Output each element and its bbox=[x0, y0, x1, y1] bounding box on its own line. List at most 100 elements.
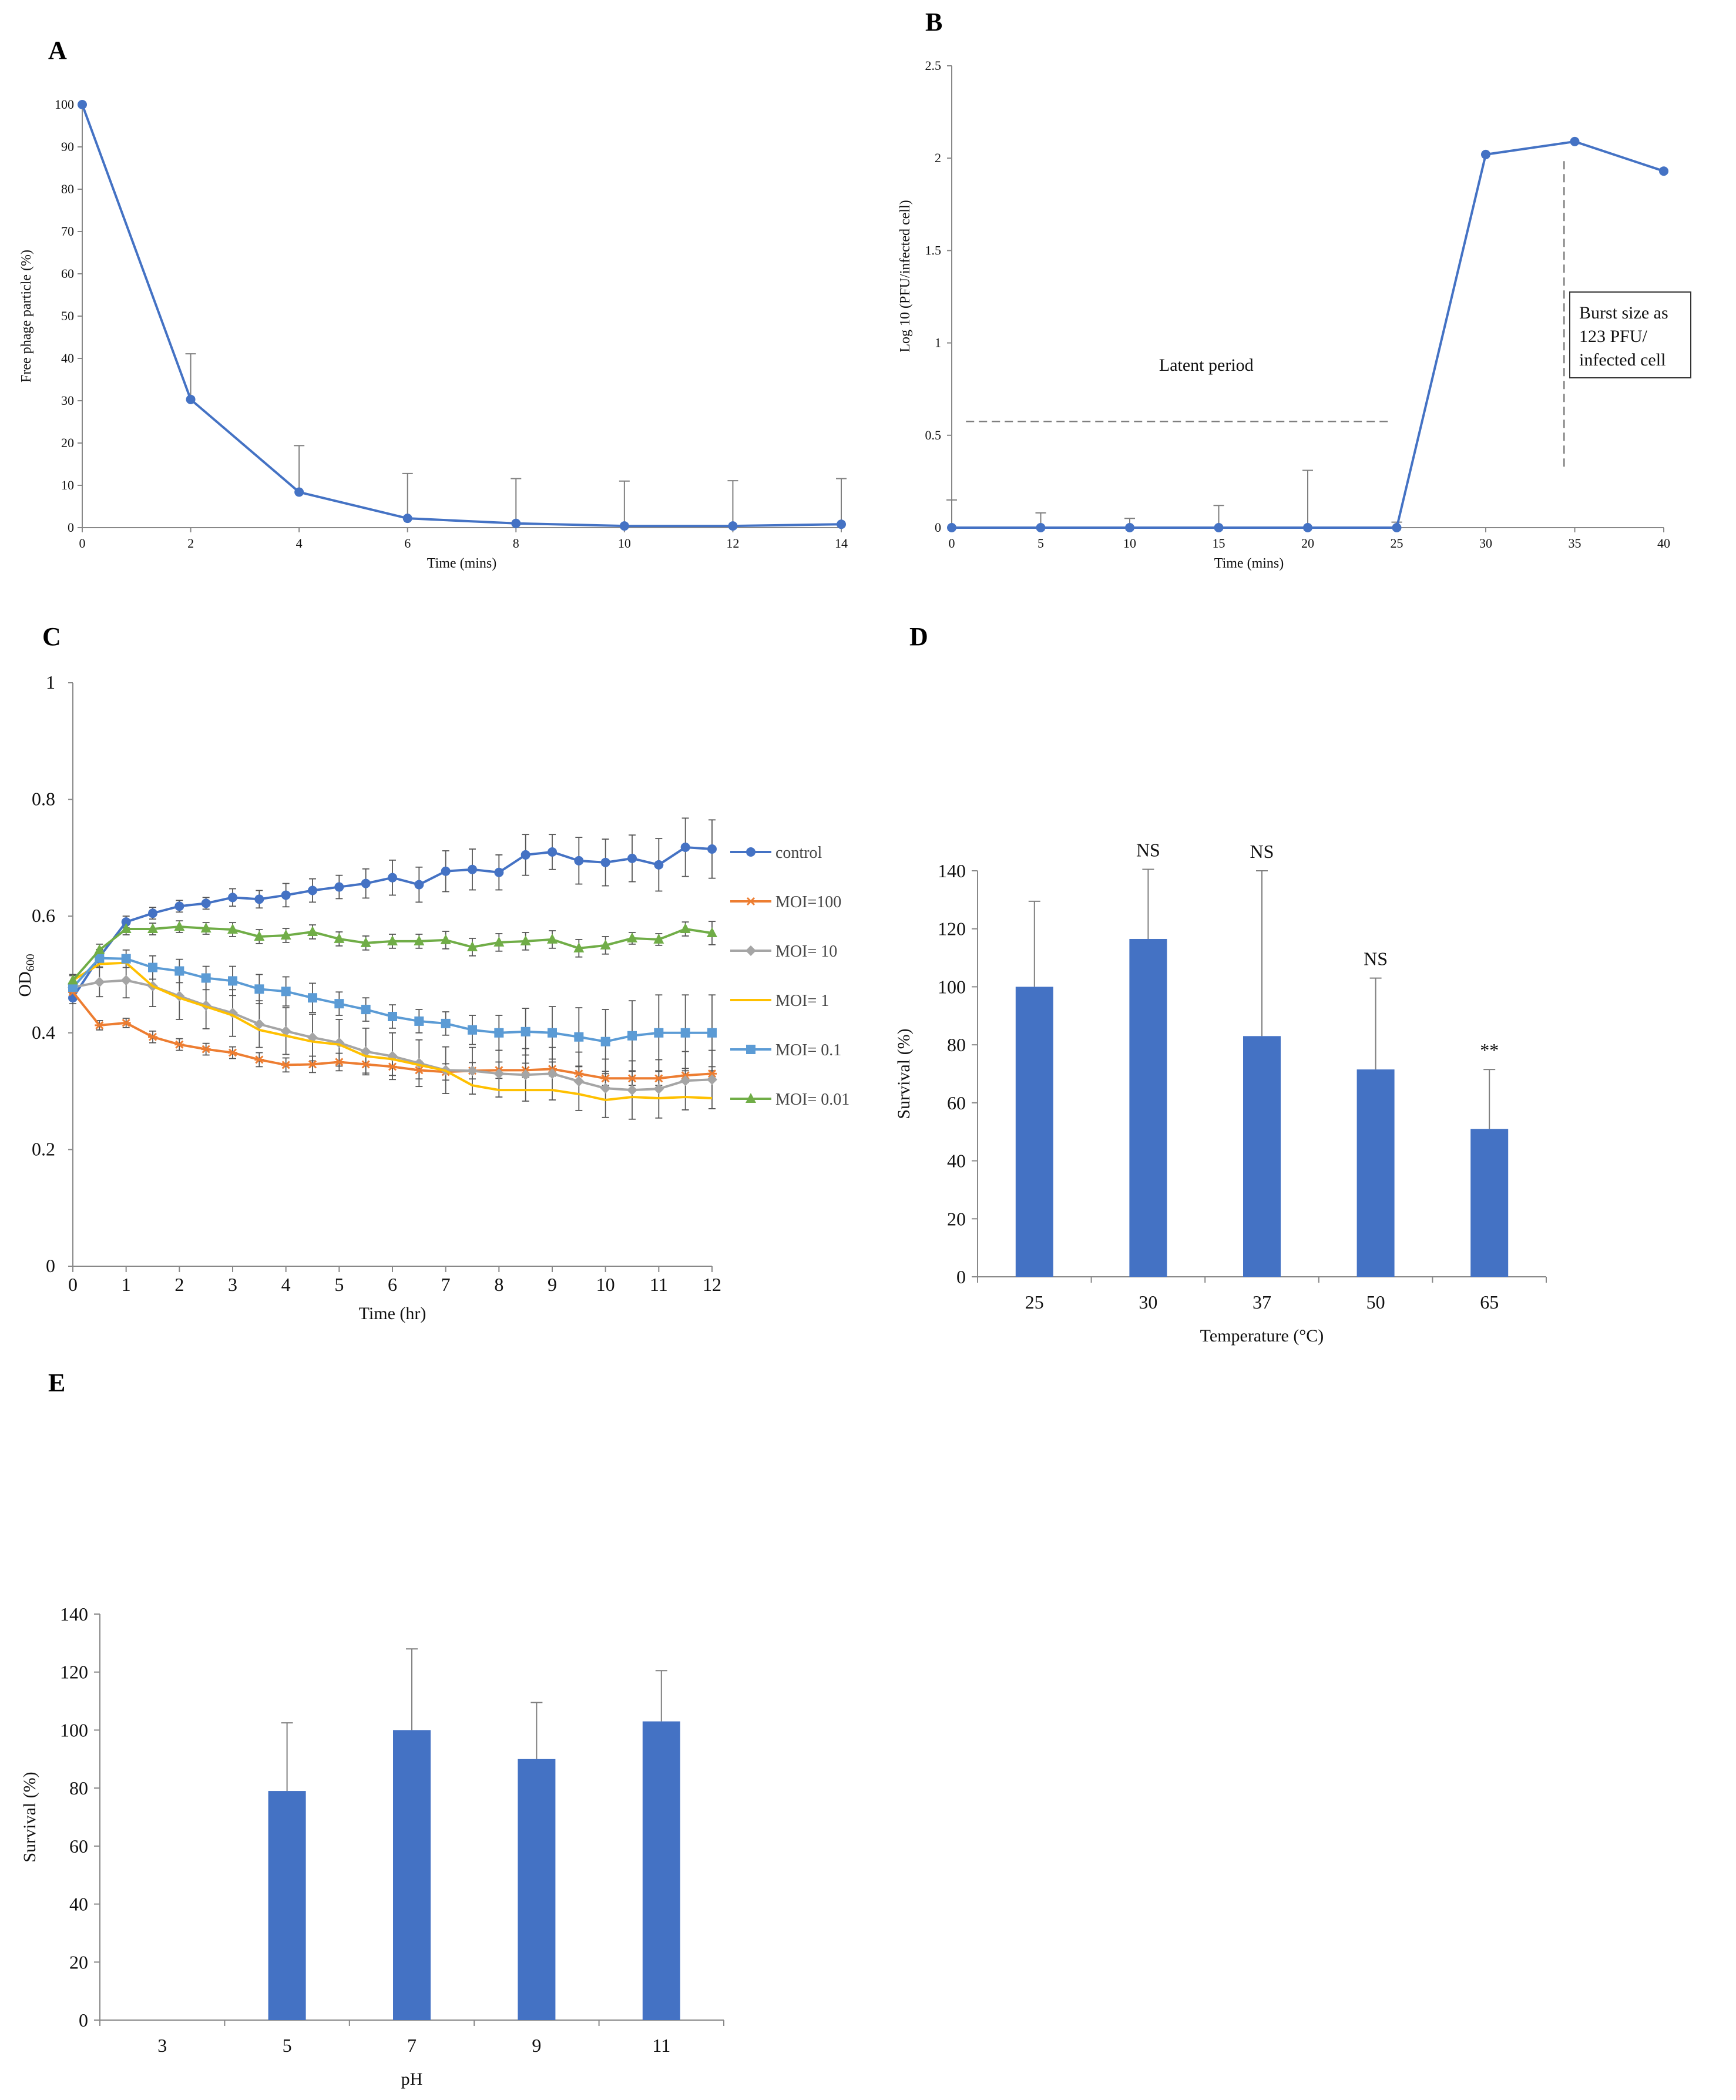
y-tick-label-a: 90 bbox=[61, 139, 74, 154]
data-point-c-5 bbox=[467, 941, 478, 951]
data-point-c-1-c bbox=[361, 1060, 370, 1069]
panel-label-a: A bbox=[48, 36, 67, 65]
y-axis-label-c: OD600 bbox=[15, 954, 37, 997]
data-point-c-5 bbox=[653, 933, 664, 944]
y-tick-label-panelE: 60 bbox=[69, 1836, 88, 1857]
y-tick-label-panelD: 80 bbox=[947, 1034, 966, 1055]
y-tick-label-panelD: 120 bbox=[938, 918, 966, 940]
data-point-c-5 bbox=[573, 942, 585, 952]
y-tick-label-panelE: 20 bbox=[69, 1951, 88, 1972]
data-point-c-4 bbox=[627, 1031, 637, 1041]
data-point-c-0 bbox=[627, 853, 637, 863]
y-tick-label-a: 70 bbox=[61, 224, 74, 239]
data-point-c-4 bbox=[680, 1028, 690, 1038]
data-point-c-4 bbox=[68, 982, 78, 992]
y-axis-label-panelD: Survival (%) bbox=[894, 1028, 914, 1119]
data-point-c-2 bbox=[280, 1025, 291, 1036]
panel-label-e: E bbox=[48, 1368, 65, 1397]
data-point-c-2 bbox=[653, 1083, 664, 1095]
legend-label-c-2: MOI= 10 bbox=[775, 942, 837, 961]
data-point-c-5 bbox=[387, 935, 398, 945]
data-point-c-5 bbox=[200, 922, 211, 933]
data-point-c-4 bbox=[148, 962, 157, 972]
x-tick-label-a: 0 bbox=[79, 536, 86, 551]
bar-panelD bbox=[1129, 938, 1167, 1277]
data-point-c-5 bbox=[227, 924, 238, 934]
data-point-c-5 bbox=[68, 974, 78, 985]
data-point-c-5 bbox=[493, 936, 505, 947]
data-point-c-0 bbox=[308, 885, 317, 895]
x-tick-label-c: 6 bbox=[388, 1274, 397, 1295]
data-point-c-4 bbox=[95, 953, 105, 963]
data-point-c-0 bbox=[521, 850, 530, 860]
y-tick-label-c: 0 bbox=[46, 1255, 55, 1276]
data-point-c-0 bbox=[228, 893, 237, 903]
y-tick-label-panelE: 100 bbox=[60, 1719, 88, 1740]
data-point-c-4 bbox=[548, 1028, 557, 1038]
data-point-b bbox=[947, 523, 956, 532]
data-point-c-5 bbox=[707, 927, 717, 937]
data-point-c-2 bbox=[600, 1083, 611, 1094]
x-tick-label-c: 10 bbox=[596, 1274, 615, 1295]
data-point-c-0 bbox=[441, 866, 451, 876]
data-point-c-0 bbox=[707, 844, 717, 854]
x-tick-label-c: 11 bbox=[650, 1274, 668, 1295]
data-point-c-0 bbox=[201, 898, 211, 908]
data-point-c-5 bbox=[147, 923, 158, 934]
data-point-c-0 bbox=[148, 908, 157, 918]
data-point-c-1-c bbox=[654, 1074, 663, 1083]
x-tick-label-b: 30 bbox=[1479, 536, 1492, 551]
y-tick-label-panelD: 20 bbox=[947, 1208, 966, 1229]
series-line-c-3 bbox=[72, 961, 713, 1102]
data-point-a bbox=[294, 487, 304, 497]
significance-label-panelD: NS bbox=[1136, 840, 1160, 861]
data-point-c-4 bbox=[201, 973, 211, 983]
data-point-a bbox=[78, 100, 87, 109]
y-tick-label-c: 0.2 bbox=[32, 1138, 55, 1159]
data-point-c-2 bbox=[707, 1074, 717, 1085]
data-point-b bbox=[1481, 149, 1490, 159]
x-axis-label-b: Time (mins) bbox=[1214, 556, 1284, 571]
x-tick-label-panelE: 9 bbox=[532, 2035, 541, 2056]
bar-panelD bbox=[1470, 1129, 1509, 1277]
data-point-c-2 bbox=[94, 977, 105, 988]
x-tick-label-panelE: 11 bbox=[652, 2035, 670, 2056]
data-point-c-2 bbox=[254, 1018, 265, 1029]
x-tick-label-a: 2 bbox=[187, 536, 194, 551]
y-axis-label-panelE: Survival (%) bbox=[20, 1772, 39, 1862]
data-point-c-0 bbox=[334, 882, 344, 892]
data-point-c-0 bbox=[600, 857, 610, 867]
data-point-c-5 bbox=[520, 935, 531, 945]
y-tick-label-a: 50 bbox=[61, 308, 74, 323]
x-tick-label-a: 6 bbox=[404, 536, 411, 551]
legend-label-c-5: MOI= 0.01 bbox=[775, 1091, 849, 1109]
x-tick-label-b: 0 bbox=[949, 536, 955, 551]
data-point-a bbox=[728, 521, 738, 531]
bar-panelD bbox=[1243, 1036, 1281, 1277]
data-point-c-4 bbox=[281, 987, 291, 997]
data-point-c-4 bbox=[308, 993, 317, 1003]
data-point-c-0 bbox=[254, 894, 264, 904]
data-point-c-1-c bbox=[388, 1062, 397, 1071]
x-tick-label-c: 5 bbox=[334, 1274, 344, 1295]
data-point-c-4 bbox=[494, 1028, 504, 1038]
y-tick-label-panelE: 120 bbox=[60, 1662, 88, 1683]
y-tick-label-a: 100 bbox=[55, 97, 74, 112]
data-point-c-4 bbox=[228, 976, 237, 986]
y-axis-label-b: Log 10 (PFU/infected cell) bbox=[898, 200, 913, 352]
burst-size-label: infected cell bbox=[1579, 350, 1666, 370]
data-point-c-1-c bbox=[601, 1074, 610, 1083]
x-tick-label-c: 8 bbox=[494, 1274, 503, 1295]
data-point-c-4 bbox=[441, 1018, 451, 1028]
data-point-a bbox=[511, 518, 521, 528]
data-point-c-1-c bbox=[627, 1074, 637, 1083]
y-tick-label-panelE: 40 bbox=[69, 1894, 88, 1915]
legend-label-c-4: MOI= 0.1 bbox=[775, 1041, 841, 1059]
y-tick-label-a: 30 bbox=[61, 393, 74, 408]
chart-d-thermal-stability: 0 20 40 60 80 100 120 140 25 30 NS 37 NS 50 NS 65 ** Temp… bbox=[894, 840, 1547, 1346]
data-point-c-1-c bbox=[228, 1048, 237, 1057]
x-tick-label-b: 5 bbox=[1037, 536, 1044, 551]
y-tick-label-panelD: 100 bbox=[938, 976, 966, 997]
